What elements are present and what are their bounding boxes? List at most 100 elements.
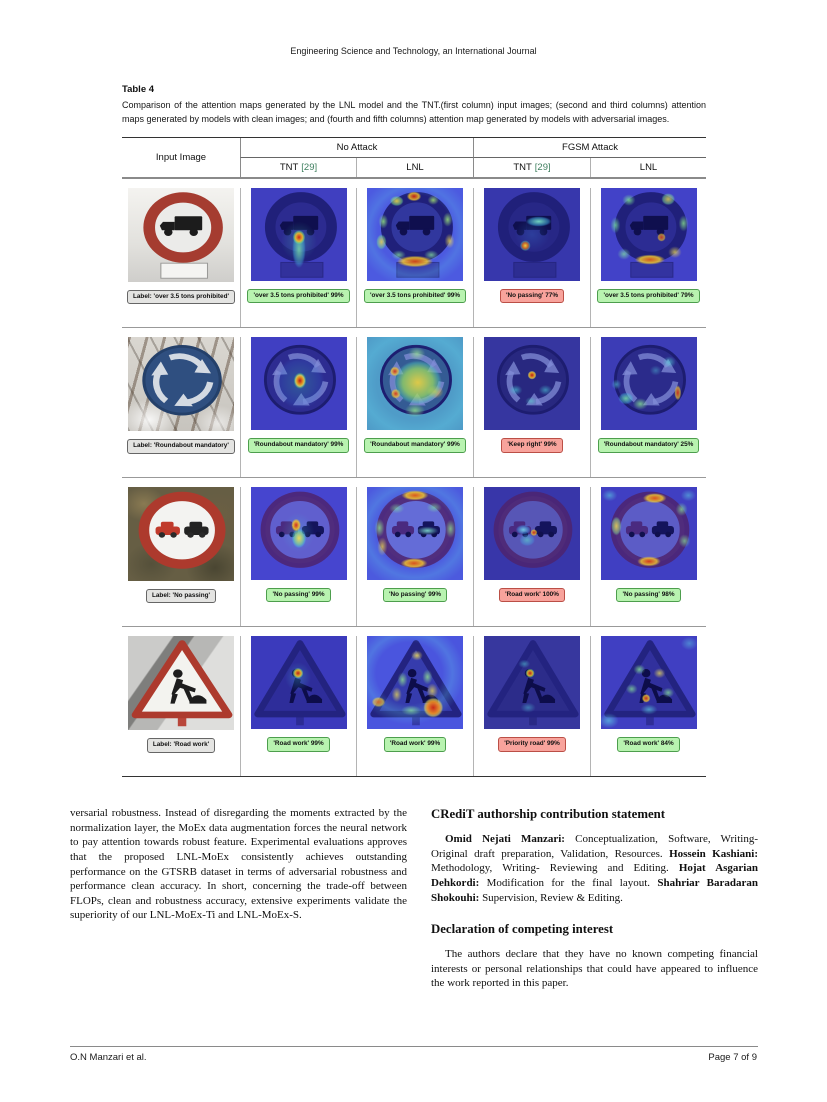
- attention-map-lnl-clean: [367, 636, 463, 730]
- citation-29-link[interactable]: [29]: [301, 162, 318, 173]
- declaration-heading: Declaration of competing interest: [431, 922, 614, 937]
- attention-map-lnl-clean: [367, 188, 463, 281]
- heatmap-hotspots: [367, 188, 463, 281]
- attention-map-tnt-clean: [250, 337, 347, 431]
- attention-cell: 'Priority road' 99%: [473, 636, 590, 776]
- input-image-cell: Label: 'over 3.5 tons prohibited': [122, 188, 240, 327]
- right-column: CRediT authorship contribution statement…: [431, 806, 758, 991]
- heatmap-hotspots: [600, 486, 697, 580]
- table-row: Label: 'Roundabout mandatory' 'Roundabou…: [122, 328, 706, 478]
- attention-cell: 'Road work' 84%: [590, 636, 706, 776]
- prediction-badge: 'No passing' 77%: [499, 289, 565, 304]
- prediction-badge: 'Roundabout mandatory' 25%: [597, 438, 700, 453]
- attention-map-table: Input Image No Attack FGSM Attack TNT [2…: [122, 137, 706, 777]
- table-row: Label: 'over 3.5 tons prohibited' 'over …: [122, 179, 706, 329]
- attention-map-tnt-fgsm: [484, 337, 580, 431]
- prediction-badge: 'Roundabout mandatory' 99%: [247, 438, 350, 453]
- input-image-cell: Label: 'No passing': [122, 486, 240, 626]
- attention-cell: 'Road work' 100%: [473, 486, 590, 627]
- group-header-fgsm-attack: FGSM Attack: [473, 138, 706, 158]
- journal-title: Engineering Science and Technology, an I…: [290, 46, 537, 56]
- heatmap-hotspots: [484, 636, 580, 730]
- prediction-badge: 'Priority road' 99%: [498, 737, 566, 752]
- attention-map-tnt-clean: [250, 486, 347, 580]
- credit-heading: CRediT authorship contribution statement: [431, 807, 666, 821]
- heatmap-hotspots: [600, 636, 697, 730]
- attention-map-tnt-fgsm: [484, 636, 580, 730]
- table-row: Label: 'No passing' 'No passing' 99% 'No…: [122, 478, 706, 628]
- heatmap-hotspots: [484, 486, 580, 580]
- roundabout-sign-photo: [128, 337, 234, 432]
- heatmap-hotspots: [367, 337, 463, 431]
- credit-paragraph: Omid Nejati Manzari: Conceptualization, …: [431, 833, 758, 904]
- input-image-cell: Label: 'Road work': [122, 636, 240, 775]
- heatmap-hotspots: [250, 636, 347, 730]
- attention-cell: 'Keep right' 99%: [473, 337, 590, 477]
- prediction-badge: 'Roundabout mandatory' 99%: [364, 438, 466, 453]
- attention-map-tnt-clean: [250, 636, 347, 730]
- table-label: Table 4: [122, 84, 155, 95]
- prediction-badge: 'No passing' 98%: [616, 587, 681, 603]
- attention-cell: 'Road work' 99%: [240, 636, 356, 776]
- attention-cell: 'No passing' 77%: [473, 188, 590, 328]
- prediction-badge: 'No passing' 99%: [266, 587, 331, 603]
- attention-map-lnl-fgsm: [600, 486, 697, 580]
- heatmap-hotspots: [484, 188, 580, 281]
- attention-cell: 'Roundabout mandatory' 99%: [356, 337, 473, 477]
- column-header-input-image: Input Image: [155, 152, 207, 163]
- prediction-badge: 'over 3.5 tons prohibited' 99%: [363, 289, 467, 304]
- group-header-no-attack: No Attack: [240, 138, 473, 158]
- heatmap-hotspots: [250, 188, 347, 281]
- column-header-lnl-fgsm: LNL: [590, 158, 706, 177]
- no-trucks-sign-photo: [128, 188, 234, 282]
- input-image-cell: Label: 'Roundabout mandatory': [122, 337, 240, 476]
- attention-cell: 'No passing' 99%: [240, 486, 356, 627]
- attention-cell: 'Road work' 99%: [356, 636, 473, 776]
- input-label-badge: Label: 'No passing': [145, 588, 217, 604]
- attention-cell: 'over 3.5 tons prohibited' 99%: [356, 188, 473, 328]
- heatmap-hotspots: [484, 337, 580, 431]
- conclusion-paragraph: versarial robustness. Instead of disrega…: [70, 807, 407, 922]
- prediction-badge: 'Road work' 99%: [267, 737, 330, 752]
- body-text: versarial robustness. Instead of disrega…: [70, 806, 758, 991]
- prediction-badge: 'No passing' 99%: [382, 587, 448, 603]
- heatmap-hotspots: [367, 636, 463, 730]
- attention-map-lnl-fgsm: [600, 188, 697, 281]
- table-4-block: Table 4 Comparison of the attention maps…: [122, 84, 706, 777]
- input-label-badge: Label: 'over 3.5 tons prohibited': [126, 290, 236, 305]
- left-column: versarial robustness. Instead of disrega…: [70, 806, 407, 991]
- heatmap-hotspots: [367, 486, 463, 580]
- attention-map-lnl-clean: [367, 486, 463, 580]
- attention-map-tnt-fgsm: [484, 486, 580, 580]
- no-passing-sign-photo: [128, 486, 234, 581]
- declaration-paragraph: The authors declare that they have no kn…: [431, 948, 758, 990]
- citation-29-link[interactable]: [29]: [534, 162, 551, 173]
- footer-author: O.N Manzari et al.: [70, 1052, 147, 1063]
- table-header: Input Image No Attack FGSM Attack TNT [2…: [122, 138, 706, 179]
- footer-divider: [70, 1046, 758, 1047]
- prediction-badge: 'Road work' 100%: [499, 587, 565, 603]
- attention-map-lnl-fgsm: [600, 636, 697, 730]
- attention-map-lnl-clean: [367, 337, 463, 431]
- column-header-tnt-fgsm: TNT [29]: [473, 158, 590, 177]
- attention-map-lnl-fgsm: [600, 337, 697, 431]
- footer-page-number: Page 7 of 9: [708, 1052, 757, 1063]
- attention-cell: 'No passing' 99%: [356, 486, 473, 627]
- table-row: Label: 'Road work' 'Road work' 99% 'Road…: [122, 627, 706, 777]
- attention-cell: 'over 3.5 tons prohibited' 79%: [590, 188, 706, 328]
- input-label-badge: Label: 'Road work': [146, 738, 216, 753]
- prediction-badge: 'over 3.5 tons prohibited' 99%: [247, 289, 350, 304]
- column-header-tnt-clean: TNT [29]: [240, 158, 356, 177]
- attention-cell: 'No passing' 98%: [590, 486, 706, 627]
- attention-map-tnt-clean: [250, 188, 347, 281]
- attention-cell: 'Roundabout mandatory' 99%: [240, 337, 356, 477]
- prediction-badge: 'over 3.5 tons prohibited' 79%: [597, 289, 700, 304]
- heatmap-hotspots: [250, 486, 347, 580]
- attention-cell: 'over 3.5 tons prohibited' 99%: [240, 188, 356, 328]
- heatmap-hotspots: [250, 337, 347, 431]
- road-work-sign-photo: [128, 636, 234, 731]
- heatmap-hotspots: [600, 188, 697, 281]
- prediction-badge: 'Road work' 99%: [383, 737, 447, 752]
- input-label-badge: Label: 'Roundabout mandatory': [127, 439, 235, 454]
